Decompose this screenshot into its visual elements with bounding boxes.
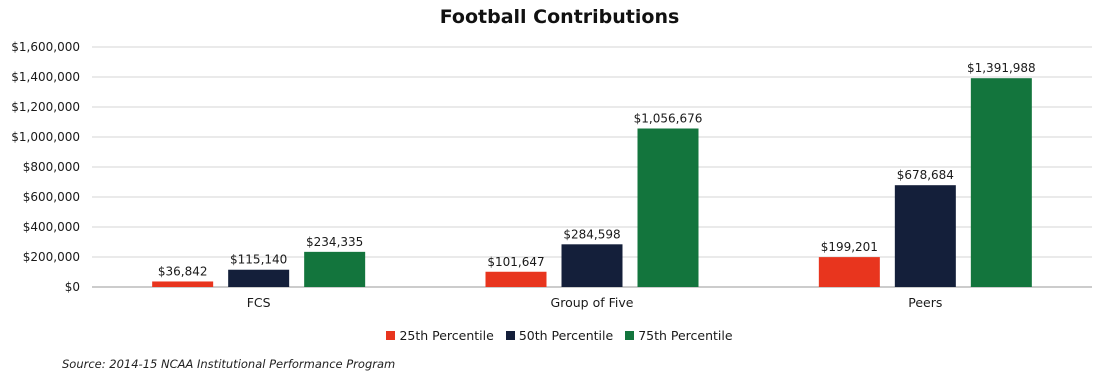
data-label: $199,201 (821, 240, 878, 254)
bar (228, 269, 290, 287)
y-tick-label: $1,600,000 (11, 40, 80, 54)
y-tick-label: $1,400,000 (11, 70, 80, 84)
legend-label: 75th Percentile (638, 328, 733, 343)
y-tick-label: $1,200,000 (11, 100, 80, 114)
source-note: Source: 2014-15 NCAA Institutional Perfo… (62, 357, 396, 371)
bar (561, 244, 623, 287)
y-tick-label: $1,000,000 (11, 130, 80, 144)
x-tick-label: Group of Five (551, 295, 634, 310)
bar (637, 128, 699, 287)
y-tick-label: $800,000 (23, 160, 80, 174)
legend-label: 25th Percentile (399, 328, 494, 343)
legend-swatch (625, 331, 635, 340)
data-label: $1,056,676 (634, 111, 703, 125)
legend-item: 25th Percentile (386, 328, 494, 343)
y-tick-label: $200,000 (23, 250, 80, 264)
y-tick-label: $400,000 (23, 220, 80, 234)
legend-swatch (386, 331, 396, 340)
bar (894, 185, 956, 287)
data-label: $284,598 (563, 227, 620, 241)
y-tick-label: $0 (65, 280, 80, 294)
bar (485, 271, 547, 287)
legend-swatch (505, 331, 515, 340)
bar (152, 281, 214, 287)
chart-legend: 25th Percentile 50th Percentile 75th Perce… (0, 328, 1119, 343)
legend-label: 50th Percentile (518, 328, 614, 343)
legend-item: 50th Percentile (505, 328, 614, 343)
chart-title: Football Contributions (439, 6, 680, 28)
data-label: $101,647 (487, 255, 544, 269)
data-label: $1,391,988 (967, 61, 1036, 75)
legend-item: 75th Percentile (625, 328, 733, 343)
data-label: $678,684 (897, 168, 954, 182)
bar (818, 257, 880, 287)
bar-chart: $0 $200,000 $400,000 $600,000 $800,000 $1,000… (11, 40, 1092, 310)
data-label: $36,842 (158, 264, 208, 278)
data-label: $234,335 (306, 235, 363, 249)
bar (970, 78, 1032, 287)
bar (304, 251, 366, 287)
data-label: $115,140 (230, 253, 287, 267)
x-tick-label: Peers (908, 295, 942, 310)
y-tick-label: $600,000 (23, 190, 80, 204)
x-tick-label: FCS (247, 295, 271, 310)
